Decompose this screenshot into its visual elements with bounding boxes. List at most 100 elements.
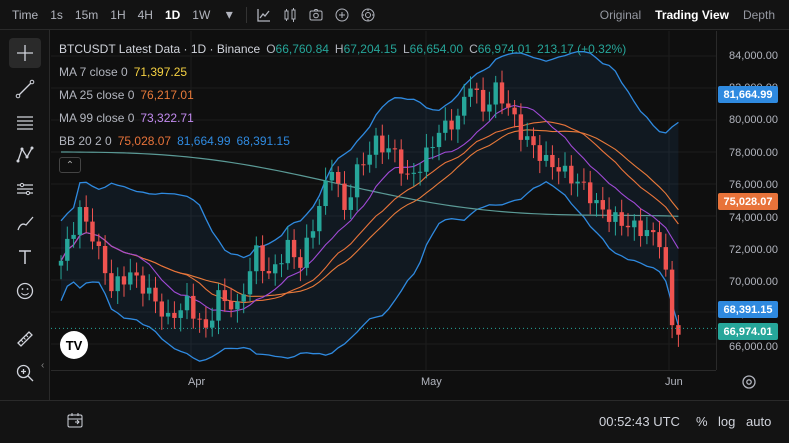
candle-body (600, 200, 605, 210)
legend-ma25[interactable]: MA 25 close 0 76,217.01 (59, 84, 626, 107)
candle-body (266, 271, 272, 274)
candle-body (210, 320, 215, 328)
chevron-up-icon[interactable]: ⌃ (59, 157, 81, 173)
tradingview-logo: TV (60, 331, 88, 359)
ma99-line (60, 151, 679, 217)
tf-time[interactable]: Time (12, 7, 39, 22)
price-chart[interactable] (51, 31, 716, 370)
candle-body (676, 325, 681, 335)
candle-body (77, 207, 83, 235)
legend-bb[interactable]: BB 20 2 0 75,028.07 81,664.99 68,391.15 (59, 130, 626, 153)
candle-body (405, 173, 410, 175)
horizontal-lines-icon[interactable] (9, 107, 41, 137)
ma99-value: 73,322.71 (140, 111, 194, 125)
close-label: C (469, 42, 478, 56)
candle-body (254, 245, 259, 272)
candle-body (128, 272, 133, 285)
candle-body (191, 295, 196, 319)
tf-1h[interactable]: 1H (110, 7, 126, 22)
add-circle-icon[interactable] (329, 0, 355, 30)
view-tabs: Original Trading View Depth (600, 0, 775, 30)
legend-ma99[interactable]: MA 99 close 0 73,322.71 (59, 107, 626, 130)
candle-body (632, 220, 637, 228)
emoji-icon[interactable] (9, 276, 41, 306)
candle-body (399, 149, 404, 174)
price-axis[interactable]: 84,000.00 82,000.00 80,000.00 78,000.00 … (716, 31, 789, 370)
candle-body (147, 287, 152, 294)
tab-original[interactable]: Original (599, 8, 642, 22)
candle-body (430, 147, 435, 149)
low-value: 66,654.00 (409, 42, 464, 56)
candle-body (273, 264, 278, 274)
price-tick: 74,000.00 (729, 212, 778, 224)
camera-icon[interactable] (303, 0, 329, 30)
auto-toggle[interactable]: auto (746, 414, 772, 429)
candle-body (443, 120, 448, 133)
brush-icon[interactable] (9, 208, 41, 238)
candle-body (260, 245, 265, 272)
candle-body (102, 246, 108, 274)
bb-upper-line (60, 50, 679, 259)
legend-ma7[interactable]: MA 7 close 0 71,397.25 (59, 61, 626, 84)
candle-body (203, 319, 209, 328)
log-toggle[interactable]: log (718, 414, 736, 429)
candle-body (115, 276, 120, 292)
candle-body (625, 225, 631, 228)
candle-body (386, 148, 391, 153)
bb-lower-value: 68,391.15 (236, 134, 290, 148)
text-icon[interactable] (9, 242, 41, 272)
percent-toggle[interactable]: % (696, 414, 708, 429)
prediction-icon[interactable] (9, 174, 41, 204)
candle-body (543, 154, 549, 161)
open-label: O (266, 42, 276, 56)
chevron-down-icon[interactable]: ▾ (225, 6, 233, 22)
candle-body (651, 230, 656, 233)
candle-body (562, 165, 568, 172)
high-value: 67,204.15 (343, 42, 397, 56)
tab-trading-view[interactable]: Trading View (655, 8, 729, 22)
candle-body (638, 220, 643, 237)
candle-body (480, 89, 486, 112)
candle-body (449, 120, 454, 130)
zoom-in-icon[interactable] (9, 358, 41, 388)
candle-body (499, 82, 505, 104)
drawing-toolbar: ‹ (0, 30, 50, 400)
compare-icon[interactable] (355, 0, 381, 30)
candle-body (474, 88, 479, 90)
candlestick-chart[interactable] (51, 31, 716, 370)
candle-body (285, 239, 290, 264)
crosshair-icon[interactable] (9, 38, 41, 68)
tf-1s[interactable]: 1s (50, 7, 63, 22)
time-label-apr: Apr (188, 376, 206, 388)
tf-15m[interactable]: 15m (74, 7, 99, 22)
bb-basis-line (60, 120, 679, 304)
tf-4h[interactable]: 4H (137, 7, 153, 22)
chart-type-icon[interactable] (251, 0, 277, 30)
candle-body (197, 318, 202, 320)
candle-body (342, 183, 347, 210)
candle-body (247, 271, 253, 295)
bottom-bar: 00:52:43 UTC % log auto (0, 400, 789, 443)
time-axis[interactable]: Apr May Jun (51, 370, 716, 394)
pattern-icon[interactable] (9, 140, 41, 170)
settings-gear-icon[interactable] (740, 373, 758, 391)
ma25-label: MA 25 close 0 (59, 88, 135, 102)
tab-depth[interactable]: Depth (742, 8, 775, 22)
candle-body (58, 260, 64, 266)
date-range-icon[interactable] (66, 412, 84, 433)
chevron-left-icon[interactable]: ‹ (41, 360, 45, 371)
ma99-label: MA 99 close 0 (59, 111, 135, 125)
tf-1d[interactable]: 1D (164, 7, 181, 22)
candle-body (317, 206, 322, 232)
utc-clock[interactable]: 00:52:43 UTC (599, 414, 680, 429)
bb-lower-tag: 68,391.15 (718, 301, 778, 318)
trend-line-icon[interactable] (9, 74, 41, 104)
candle-body (493, 82, 498, 105)
candle-body (373, 135, 379, 155)
ruler-icon[interactable] (9, 324, 41, 354)
candle-body (178, 310, 183, 318)
indicators-icon[interactable] (277, 0, 303, 30)
top-toolbar: Time 1s 15m 1H 4H 1D 1W ▾ Original Tradi… (0, 0, 789, 30)
tf-1w[interactable]: 1W (192, 7, 211, 22)
price-tick: 66,000.00 (729, 341, 778, 353)
